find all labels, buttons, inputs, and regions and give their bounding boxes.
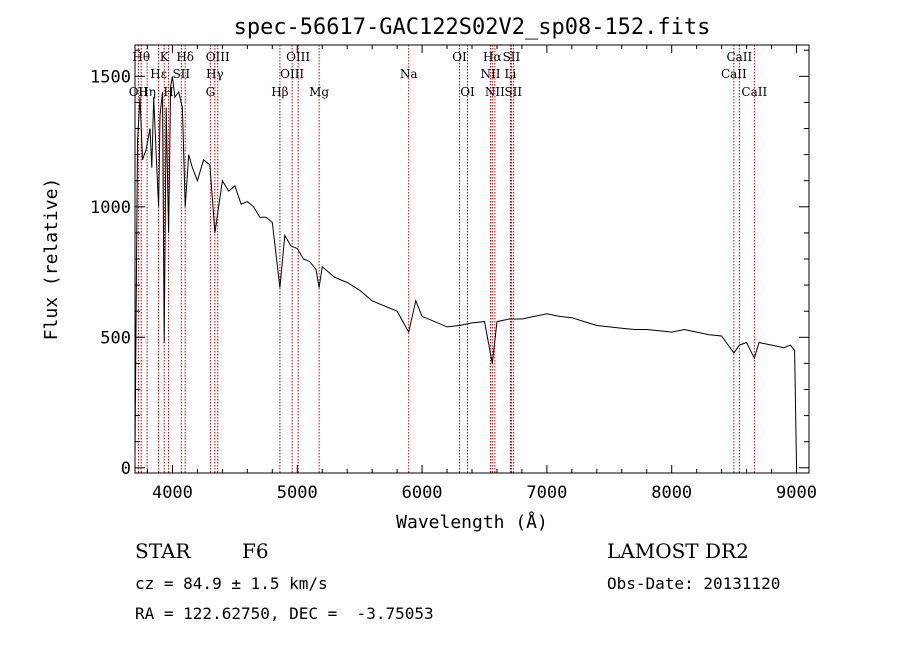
x-axis-ticks: 4000 5000 6000 7000 8000 9000: [146, 45, 817, 503]
spectral-line-label: G: [206, 85, 216, 99]
spectral-line-label: CaII: [721, 67, 747, 81]
spectral-line-label: CaII: [726, 50, 752, 64]
plot-frame: [134, 44, 810, 474]
spectral-line-label: NII: [485, 85, 505, 99]
spectral-line-label: OI: [452, 50, 467, 64]
spectral-line-label: Mg: [309, 85, 329, 99]
x-tick-label: 9000: [776, 483, 817, 503]
coordinates-readout: RA = 122.62750, DEC = -3.75053: [135, 604, 434, 623]
spectral-line-label: Hγ: [206, 67, 224, 81]
y-axis-ticks: 0 500 1000 1500: [90, 49, 809, 479]
object-subclass: F6: [242, 539, 269, 563]
spectral-line-label: OIII: [206, 50, 230, 64]
spectral-line-markers: [137, 45, 755, 473]
spectral-line-label: SII: [172, 67, 190, 81]
observation-date: Obs-Date: 20131120: [607, 574, 780, 593]
y-tick-label: 1000: [90, 198, 131, 218]
spectral-line-label: OI: [460, 85, 475, 99]
x-tick-label: 6000: [402, 483, 443, 503]
redshift-readout: cz = 84.9 ± 1.5 km/s: [135, 574, 328, 593]
x-tick-label: 8000: [651, 483, 692, 503]
spectral-line-label: Li: [505, 67, 517, 81]
object-class: STAR: [135, 539, 191, 563]
chart-title: spec-56617-GAC122S02V2_sp08-152.fits: [234, 15, 711, 40]
x-tick-label: 7000: [526, 483, 567, 503]
spectrum-line: [134, 76, 797, 466]
x-tick-label: 5000: [277, 483, 318, 503]
y-tick-label: 0: [121, 459, 131, 479]
spectral-line-label: Hβ: [271, 85, 288, 99]
y-tick-label: 500: [100, 328, 131, 348]
spectral-line-label: OII: [129, 85, 149, 99]
y-axis-label: Flux (relative): [41, 178, 62, 341]
spectral-line-label: Hα: [483, 50, 502, 64]
spectral-line-label: Hη: [138, 85, 156, 99]
spectral-line-label: Na: [400, 67, 418, 81]
survey-name: LAMOST DR2: [607, 539, 749, 563]
spectral-line-label: NII: [480, 67, 500, 81]
spectral-line-label: Hε: [150, 67, 167, 81]
spectral-line-label: K: [160, 50, 170, 64]
spectral-line-label: H: [163, 85, 173, 99]
spectral-line-label: SII: [503, 50, 521, 64]
x-tick-label: 4000: [152, 483, 193, 503]
y-tick-label: 1500: [90, 67, 131, 87]
spectral-line-labels: OII Hθ Hη Hε K H SII Hδ G Hγ OIII Hβ OIII OIII Mg Na OI O…: [129, 50, 768, 99]
spectral-line-label: SII: [504, 85, 522, 99]
spectral-line-label: CaII: [741, 85, 767, 99]
spectral-line-label: Hθ: [132, 50, 150, 64]
spectral-line-label: Hδ: [176, 50, 194, 64]
x-axis-label: Wavelength (Å): [396, 511, 548, 533]
spectral-line-label: OIII: [286, 50, 310, 64]
spectral-line-label: OIII: [280, 67, 304, 81]
